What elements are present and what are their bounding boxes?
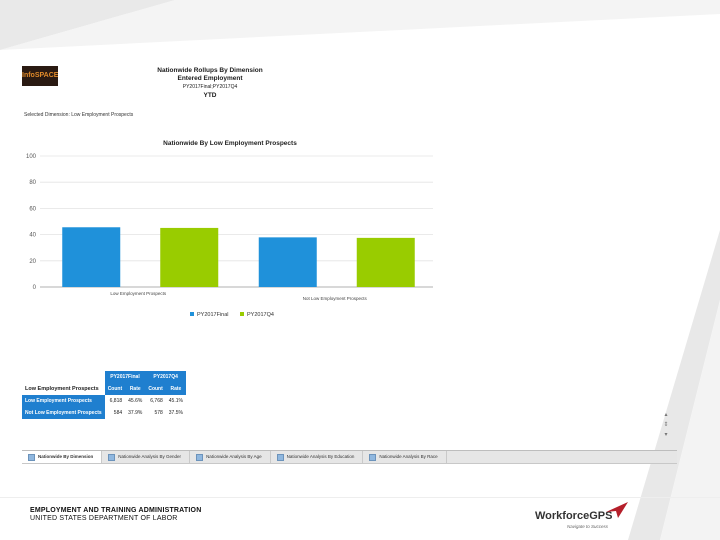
y-tick-label: 60: [29, 206, 36, 212]
tab-analysis-by-education[interactable]: Nationwide Analysis By Education: [271, 451, 364, 463]
cell: 578: [154, 410, 163, 416]
report-title: Nationwide Rollups By Dimension: [157, 67, 263, 74]
infospace-logo: InfoSPACE: [22, 66, 58, 86]
report-icon: [276, 453, 284, 461]
legend-label: PY2017Final: [197, 312, 229, 318]
table-row: Not Low Employment Prospects 584 37.9% 5…: [22, 407, 186, 419]
legend-label: PY2017Q4: [247, 312, 274, 318]
org-name: EMPLOYMENT AND TRAINING ADMINISTRATION: [30, 507, 202, 514]
report-periods: PY2017Final;PY2017Q4: [182, 84, 238, 90]
bar: [258, 237, 317, 287]
cell: 45.6%: [128, 398, 143, 404]
cell: 37.5%: [168, 410, 183, 416]
scroll-up-icon[interactable]: ▴: [664, 412, 668, 418]
org-department: UNITED STATES DEPARTMENT OF LABOR: [30, 515, 178, 522]
cell: 584: [113, 410, 123, 416]
bar: [356, 237, 415, 287]
subheader-rate-1: Rate: [125, 383, 146, 395]
y-tick-label: 0: [33, 285, 37, 291]
cell: 6,768: [150, 398, 163, 404]
report-icon: [196, 453, 204, 461]
report-icon: [108, 453, 116, 461]
tab-analysis-by-age[interactable]: Nationwide Analysis By Age: [190, 451, 271, 463]
x-tick-label: Low Employment Prospects: [110, 291, 167, 296]
cell: 45.1%: [168, 398, 183, 404]
table-row: Low Employment Prospects 6,818 45.6% 6,7…: [22, 395, 186, 407]
workforcegps-arrow-icon: [606, 502, 628, 518]
subheader-count-1: Count: [104, 383, 126, 395]
bar: [62, 227, 121, 287]
bar-chart: 0 20 40 60 80 100 Low Employment Prospects Not …: [26, 154, 433, 318]
period-header-1: PY2017Final: [104, 371, 146, 383]
tab-analysis-by-gender[interactable]: Nationwide Analysis By Gender: [102, 451, 191, 463]
report-icon: [369, 453, 377, 461]
row-label: Low Employment Prospects: [22, 395, 105, 407]
legend-swatch: [240, 312, 244, 316]
report-icon: [28, 453, 35, 461]
selected-dimension-label: Selected Dimension: Low Employment Prosp…: [24, 112, 134, 118]
scroll-down-icon[interactable]: ▾: [664, 432, 668, 438]
report-tab-bar: Nationwide By Dimension Nationwide Analy…: [22, 450, 677, 464]
row-label: Not Low Employment Prospects: [22, 407, 105, 419]
cell: 37.9%: [128, 410, 143, 416]
x-tick-label: Not Low Employment Prospects: [303, 296, 368, 301]
tab-analysis-by-race[interactable]: Nationwide Analysis By Race: [363, 451, 447, 463]
bar: [160, 227, 219, 287]
legend-swatch: [190, 312, 194, 316]
y-tick-label: 100: [26, 154, 37, 160]
row-header: Low Employment Prospects: [25, 386, 99, 392]
report-subtitle: Entered Employment: [177, 75, 243, 82]
scrollbar[interactable]: ▴ ⇕ ▾: [662, 410, 670, 440]
subheader-rate-2: Rate: [165, 383, 186, 395]
workforcegps-logo: WorkforceGPS: [535, 510, 613, 522]
y-tick-label: 80: [29, 180, 36, 186]
report-scope: YTD: [203, 92, 217, 99]
cell: 6,818: [109, 398, 123, 404]
data-table: PY2017Final PY2017Q4 Low Employment Pros…: [22, 371, 186, 419]
scroll-handle-icon[interactable]: ⇕: [663, 422, 669, 428]
y-tick-label: 40: [29, 233, 36, 239]
tab-nationwide-by-dimension[interactable]: Nationwide By Dimension: [22, 451, 103, 463]
chart-title: Nationwide By Low Employment Prospects: [163, 140, 297, 147]
y-tick-label: 20: [29, 259, 36, 265]
workforcegps-tagline: Navigate to Success: [567, 524, 609, 529]
subheader-count-2: Count: [145, 383, 166, 395]
period-header-2: PY2017Q4: [145, 371, 186, 383]
